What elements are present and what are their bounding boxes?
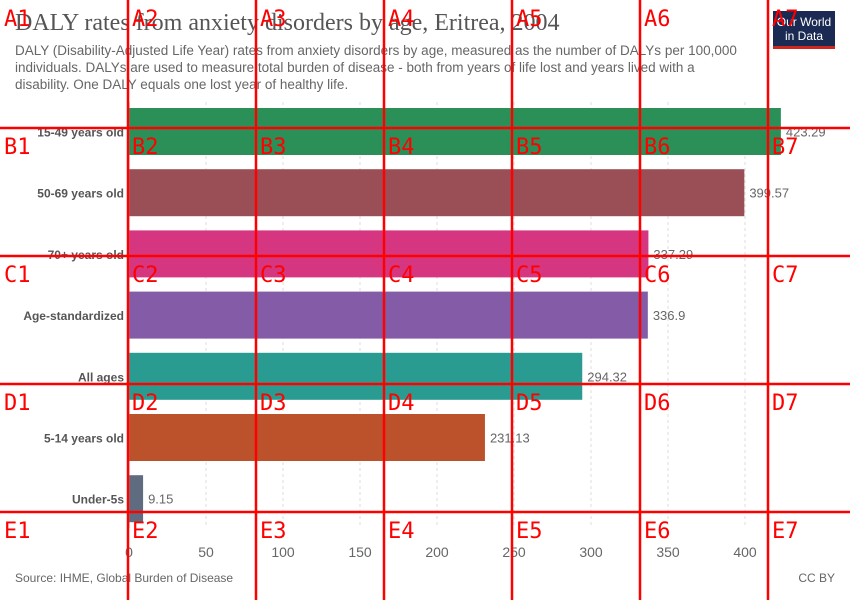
overlay-cell-label: E1 bbox=[4, 519, 31, 544]
overlay-cell-label: C1 bbox=[4, 263, 31, 288]
x-tick-label: 150 bbox=[348, 544, 372, 560]
overlay-cell-label: D5 bbox=[516, 391, 543, 416]
overlay-cell-label: E5 bbox=[516, 519, 543, 544]
overlay-cell-label: C7 bbox=[772, 263, 799, 288]
overlay-cell-label: D3 bbox=[260, 391, 287, 416]
logo-line-1: Our World bbox=[776, 15, 832, 29]
overlay-cell-label: D6 bbox=[644, 391, 671, 416]
bar bbox=[129, 475, 144, 523]
overlay-cell-label: B1 bbox=[4, 135, 31, 160]
bar bbox=[129, 352, 583, 400]
bar bbox=[129, 169, 745, 217]
overlay-cell-label: B3 bbox=[260, 135, 287, 160]
source-note: Source: IHME, Global Burden of Disease bbox=[15, 571, 234, 585]
x-tick-label: 250 bbox=[502, 544, 526, 560]
bar bbox=[129, 108, 781, 155]
value-label: 337.29 bbox=[653, 247, 693, 262]
overlay-cell-label: C2 bbox=[132, 263, 159, 288]
overlay-cell-label: E3 bbox=[260, 519, 287, 544]
bar bbox=[129, 230, 649, 278]
x-tick-label: 50 bbox=[198, 544, 214, 560]
category-label: All ages bbox=[78, 370, 124, 384]
overlay-cell-label: C3 bbox=[260, 263, 287, 288]
overlay-cell-label: A7 bbox=[772, 7, 799, 32]
value-label: 9.15 bbox=[148, 492, 173, 507]
overlay-cell-label: D1 bbox=[4, 391, 31, 416]
x-tick-label: 200 bbox=[425, 544, 449, 560]
overlay-cell-label: A5 bbox=[516, 7, 543, 32]
owid-logo[interactable]: Our World in Data bbox=[773, 11, 835, 49]
logo-accent-bar bbox=[773, 46, 835, 49]
license-link[interactable]: CC BY bbox=[798, 571, 835, 585]
overlay-cell-label: A3 bbox=[260, 7, 287, 32]
category-label: 50-69 years old bbox=[37, 187, 124, 201]
chart-title: DALY rates from anxiety disorders by age… bbox=[15, 10, 560, 36]
category-label: Under-5s bbox=[72, 493, 124, 507]
overlay-cell-label: A2 bbox=[132, 7, 159, 32]
overlay-cell-label: A6 bbox=[644, 7, 671, 32]
overlay-cell-label: A4 bbox=[388, 7, 415, 32]
chart-subtitle: DALY (Disability-Adjusted Life Year) rat… bbox=[15, 43, 737, 92]
overlay-cell-label: D2 bbox=[132, 391, 159, 416]
category-label: 5-14 years old bbox=[44, 432, 124, 446]
overlay-cell-label: B4 bbox=[388, 135, 415, 160]
logo-line-2: in Data bbox=[784, 29, 824, 43]
overlay-cell-label: C5 bbox=[516, 263, 543, 288]
overlay-cell-label: E4 bbox=[388, 519, 415, 544]
overlay-cell-label: A1 bbox=[4, 7, 31, 32]
x-tick-label: 400 bbox=[733, 544, 757, 560]
x-tick-label: 350 bbox=[656, 544, 680, 560]
overlay-cell-label: B7 bbox=[772, 135, 799, 160]
overlay-cell-label: E7 bbox=[772, 519, 799, 544]
x-tick-label: 100 bbox=[271, 544, 295, 560]
overlay-cell-label: E2 bbox=[132, 519, 159, 544]
overlay-cell-label: D7 bbox=[772, 391, 799, 416]
overlay-cell-label: B6 bbox=[644, 135, 671, 160]
value-label: 294.32 bbox=[587, 369, 627, 384]
overlay-cell-label: E6 bbox=[644, 519, 671, 544]
value-label: 336.9 bbox=[653, 308, 686, 323]
overlay-cell-label: B5 bbox=[516, 135, 543, 160]
overlay-cell-label: C6 bbox=[644, 263, 671, 288]
category-label: Age-standardized bbox=[23, 309, 124, 323]
overlay-cell-label: D4 bbox=[388, 391, 415, 416]
value-label: 231.13 bbox=[490, 431, 530, 446]
overlay-cell-label: B2 bbox=[132, 135, 159, 160]
bar bbox=[129, 291, 648, 339]
x-tick-label: 300 bbox=[579, 544, 603, 560]
bar bbox=[129, 414, 485, 461]
overlay-cell-label: C4 bbox=[388, 263, 415, 288]
